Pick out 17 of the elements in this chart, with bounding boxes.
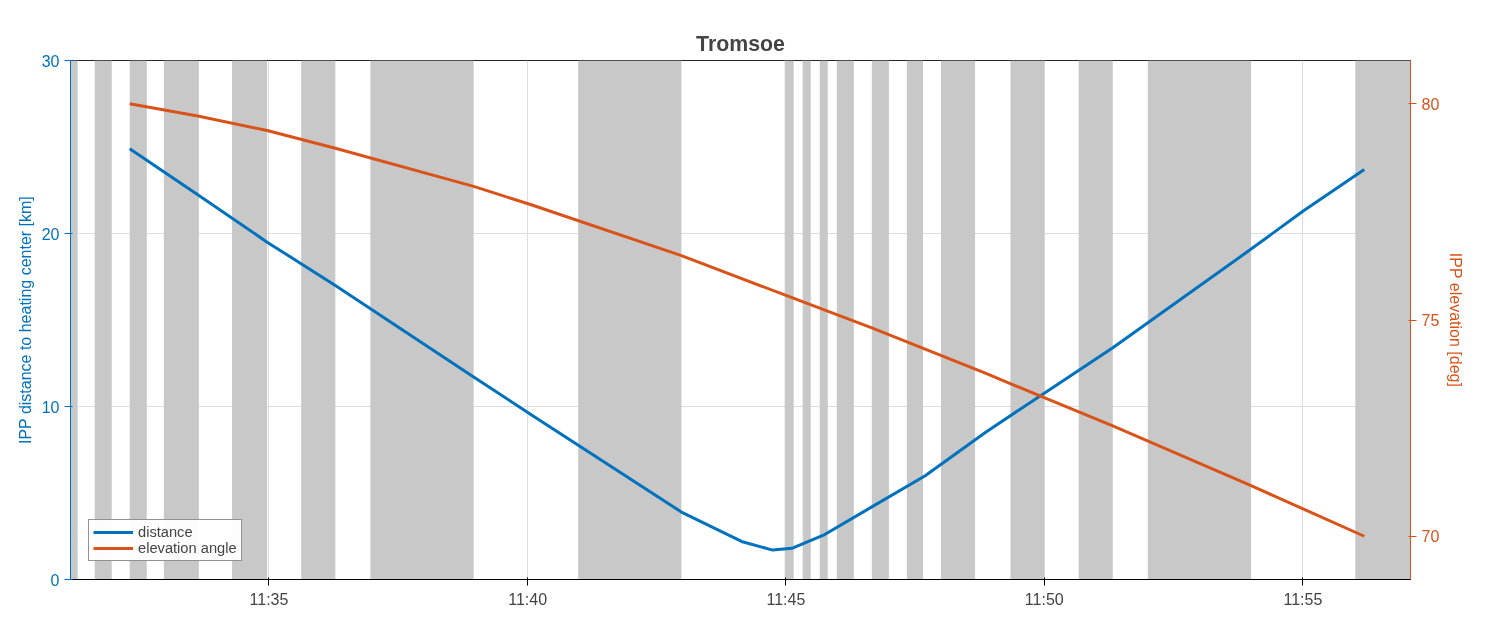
legend-label: distance [138,524,193,540]
y-axis-title: IPP distance to heating center [km] [16,196,34,445]
x-tick-label: 11:55 [1283,590,1323,608]
x-tick-label: 11:40 [508,590,548,608]
y-tick-label: 10 [41,398,60,416]
chart-title: Tromsoe [696,31,786,56]
x-tick-label: 11:50 [1024,590,1064,608]
y2-tick-label: 70 [1421,528,1440,546]
y2-axis-title: IPP elevation [deg] [1447,252,1465,387]
y-tick-label: 20 [41,225,60,243]
y-tick-label: 30 [41,52,60,70]
y2-tick-label: 80 [1421,95,1440,113]
x-tick-label: 11:35 [249,590,289,608]
y-tick-label: 0 [50,571,60,589]
x-tick-label: 11:45 [766,590,806,608]
legend-label: elevation angle [138,540,237,556]
y2-tick-label: 75 [1421,312,1440,329]
